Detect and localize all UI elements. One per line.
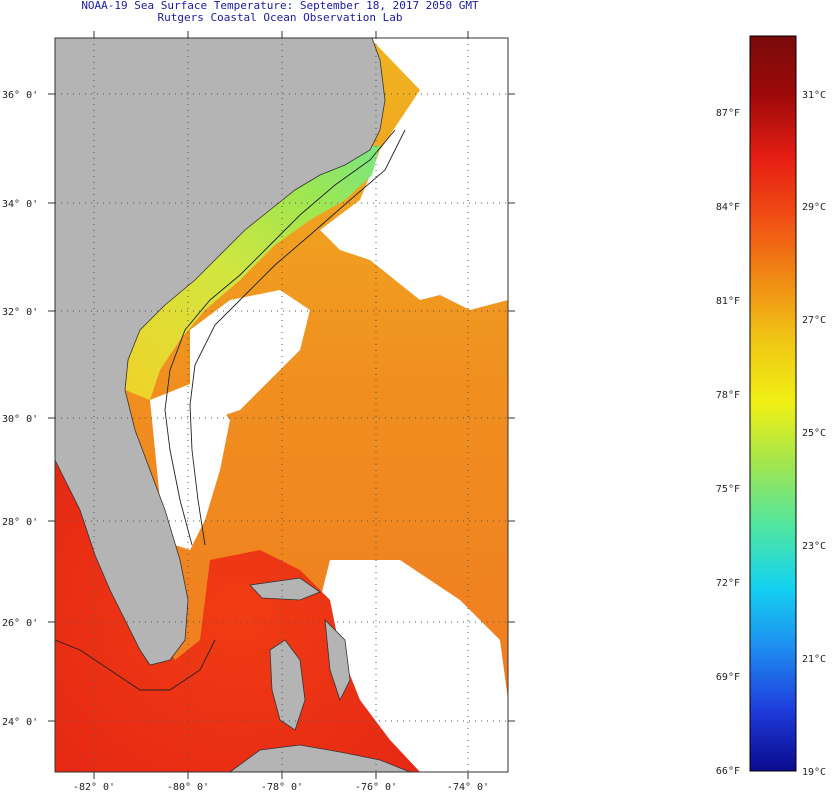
lat-label-36: 36° 0' [2,90,38,101]
sst-map: 36° 0' 34° 0' 32° 0' 30° 0' 28° 0' 26° 0… [2,31,515,793]
lon-label-78: -78° 0' [261,782,303,793]
lat-label-32: 32° 0' [2,307,38,318]
bahamas-eleuthera [324,618,351,702]
colorbar-gradient [749,35,797,772]
cloud-cover-mid [190,290,310,420]
cloud-cover-north [320,38,508,310]
lon-label-82: -82° 0' [73,782,115,793]
lat-label-28: 28° 0' [2,517,38,528]
f-label-75: 75°F [716,484,740,495]
gulf-warm-water [55,455,420,772]
f-label-66: 66°F [716,766,740,777]
c-label-29: 29°C [802,202,826,213]
bahamas-grand [249,577,321,601]
colorbar: 87°F 84°F 81°F 78°F 75°F 72°F 69°F 66°F … [716,35,826,778]
lon-label-74: -74° 0' [447,782,489,793]
lat-label-30: 30° 0' [2,414,38,425]
lat-label-24: 24° 0' [2,717,38,728]
graticule [55,38,508,772]
f-label-78: 78°F [716,390,740,401]
c-label-31: 31°C [802,90,826,101]
cloud-cover-florida [150,380,230,550]
f-label-84: 84°F [716,202,740,213]
bahamas-andros [269,639,306,731]
c-label-23: 23°C [802,541,826,552]
lon-label-80: -80° 0' [167,782,209,793]
map-title: NOAA-19 Sea Surface Temperature: Septemb… [81,0,479,12]
c-label-21: 21°C [802,654,826,665]
lon-label-76: -76° 0' [355,782,397,793]
bathymetry-contour-outer [189,129,406,546]
bathymetry-contour-gulf [55,639,216,691]
map-subtitle: Rutgers Coastal Ocean Observation Lab [157,11,403,24]
lat-label-34: 34° 0' [2,199,38,210]
c-label-19: 19°C [802,767,826,778]
cuba-coast [229,744,411,772]
f-label-72: 72°F [716,578,740,589]
shelf-cool-water [125,145,380,400]
c-label-25: 25°C [802,428,826,439]
f-label-87: 87°F [716,108,740,119]
f-label-81: 81°F [716,296,740,307]
lat-label-26: 26° 0' [2,618,38,629]
land-us-florida [55,38,386,666]
bathymetry-contour [164,129,396,546]
c-label-27: 27°C [802,315,826,326]
f-label-69: 69°F [716,672,740,683]
map-ticks [48,31,515,779]
